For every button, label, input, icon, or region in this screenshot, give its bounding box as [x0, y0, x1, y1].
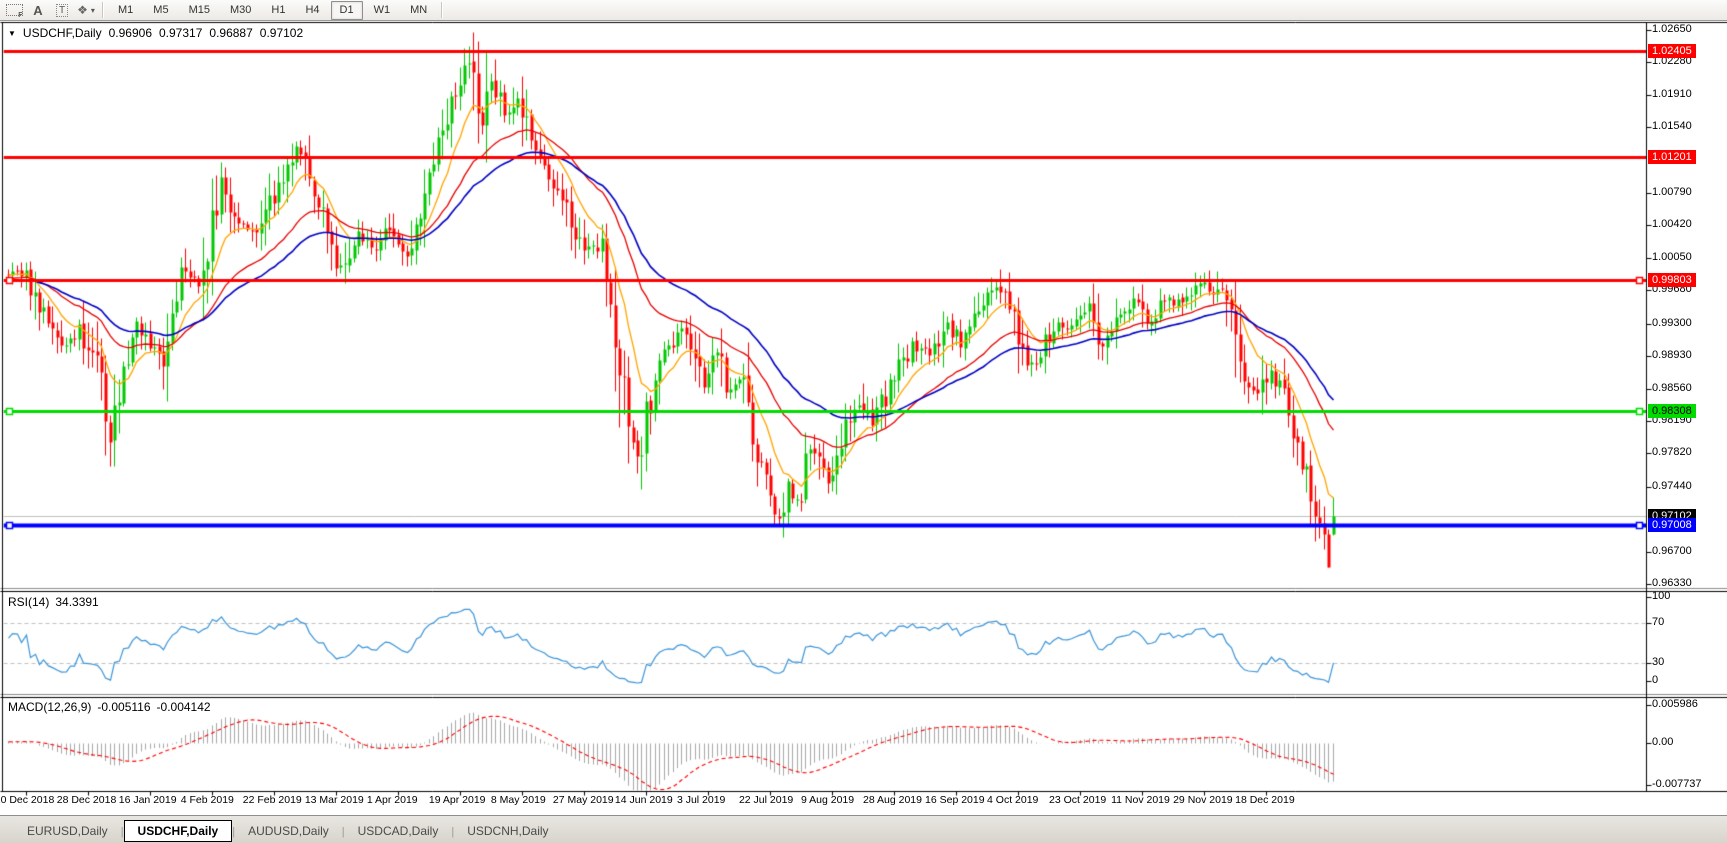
price-line-badge: 0.98308 [1648, 403, 1696, 418]
timeframe-button-m1[interactable]: M1 [118, 3, 134, 16]
rsi-axis-label: 70 [1652, 616, 1665, 628]
rsi-axis-label: 0 [1652, 674, 1659, 686]
date-axis-label: 8 May 2019 [490, 794, 546, 806]
timeframe-button-h4[interactable]: H4 [305, 3, 320, 16]
price-line-badge: 1.01201 [1648, 150, 1696, 165]
timeframe-button-m30[interactable]: M30 [229, 3, 252, 16]
tab-audusd[interactable]: AUDUSD,Daily [248, 824, 329, 838]
date-axis-label: 9 Aug 2019 [800, 794, 855, 806]
toolbar: F A T ❖ ▾ M1 M5 M15 M30 H1 H4 D1 W1 MN [0, 0, 1727, 21]
date-axis-label: 10 Dec 2018 [0, 794, 55, 806]
tab-eurusd[interactable]: EURUSD,Daily [27, 824, 108, 838]
date-axis-label: 13 Mar 2019 [304, 794, 364, 806]
timeframe-button-d1[interactable]: D1 [330, 0, 363, 20]
date-axis-label: 11 Nov 2019 [1111, 794, 1170, 806]
tab-bar: EURUSD,Daily | USDCHF,Daily | AUDUSD,Daily | U… [0, 815, 1727, 843]
date-axis-label: 28 Dec 2018 [56, 794, 117, 806]
macd-pane-label: MACD(12,26,9) -0.005116 -0.004142 [8, 700, 211, 714]
date-axis-label: 3 Jul 2019 [676, 794, 726, 806]
rsi-name: RSI(14) [8, 595, 50, 609]
rsi-axis-label: 30 [1652, 656, 1665, 668]
price-axis-label: 0.99300 [1652, 316, 1692, 329]
date-axis-label: 22 Feb 2019 [242, 794, 302, 806]
price-axis-label: 1.02650 [1652, 23, 1692, 35]
rsi-axis-label: 100 [1652, 590, 1671, 602]
date-axis-label: 16 Sep 2019 [925, 794, 985, 806]
ohlc-high: 0.97317 [159, 26, 203, 40]
chart-title[interactable]: ▼ USDCHF,Daily 0.96906 0.97317 0.96887 0… [8, 26, 303, 40]
fibo-frame-icon[interactable]: F [3, 1, 25, 19]
dropdown-caret-icon[interactable]: ▾ [90, 5, 95, 15]
date-axis-label: 4 Feb 2019 [180, 794, 234, 806]
date-axis-label: 22 Jul 2019 [738, 794, 794, 806]
price-axis-label: 0.97820 [1652, 446, 1692, 459]
price-axis-label: 0.96330 [1652, 577, 1692, 589]
macd-axis-label: -0.007737 [1652, 778, 1702, 790]
date-axis-label: 16 Jan 2019 [118, 794, 177, 806]
tab-divider: | [451, 826, 455, 838]
timeframe-button-h1[interactable]: H1 [271, 3, 286, 16]
macd-axis-label: 0.005986 [1652, 698, 1698, 710]
tab-divider: | [120, 826, 124, 838]
price-axis-label: 0.98930 [1652, 349, 1692, 362]
label-tool-icon[interactable]: T [51, 1, 73, 19]
price-line-badge: 1.02405 [1648, 44, 1696, 59]
date-axis-label: 28 Aug 2019 [863, 794, 922, 806]
ohlc-open: 0.96906 [108, 26, 152, 40]
date-axis-label: 18 Dec 2019 [1235, 794, 1295, 806]
ohlc-close: 0.97102 [259, 26, 304, 40]
tab-usdcnh[interactable]: USDCNH,Daily [467, 824, 549, 838]
symbol-timeframe-label: USDCHF,Daily [22, 26, 102, 40]
date-axis-label: 4 Oct 2019 [987, 794, 1039, 806]
macd-axis-label: 0.00 [1652, 736, 1674, 748]
toolbar-separator [441, 2, 444, 18]
date-axis-label: 19 Apr 2019 [428, 794, 486, 806]
symbol-dropdown-icon[interactable]: ▼ [8, 28, 16, 38]
price-axis-label: 0.98560 [1652, 381, 1692, 394]
macd-signal-value: -0.004142 [156, 700, 211, 714]
price-axis-label: 1.00420 [1652, 218, 1692, 231]
price-axis-label: 1.01540 [1652, 120, 1692, 133]
tab-usdchf[interactable]: USDCHF,Daily [123, 820, 233, 842]
tab-divider: | [232, 826, 236, 838]
dotted-frame-shape: F [5, 4, 23, 19]
timeframe-button-m15[interactable]: M15 [188, 3, 210, 16]
date-axis-label: 23 Oct 2019 [1049, 794, 1107, 806]
price-axis-label: 1.00790 [1652, 186, 1692, 199]
toolbar-separator [102, 2, 104, 18]
text-tool-icon[interactable]: A [33, 2, 43, 18]
timeframe-button-w1[interactable]: W1 [373, 3, 391, 16]
rsi-value: 34.3391 [55, 595, 99, 609]
price-axis-label: 1.00050 [1652, 250, 1692, 263]
ohlc-low: 0.96887 [209, 26, 253, 40]
price-axis-label: 1.01910 [1652, 87, 1692, 100]
tab-usdcad[interactable]: USDCAD,Daily [357, 824, 439, 838]
arrows-tool-icon[interactable]: ❖ ▾ [77, 3, 95, 17]
macd-value: -0.005116 [97, 700, 151, 714]
macd-name: MACD(12,26,9) [8, 700, 92, 714]
price-axis-label: 0.97440 [1652, 479, 1692, 492]
price-line-badge: 0.99803 [1648, 272, 1696, 287]
price-line-badge: 0.97008 [1648, 517, 1696, 532]
date-axis-label: 27 May 2019 [552, 794, 614, 806]
rsi-pane-label: RSI(14) 34.3391 [8, 595, 99, 609]
price-axis-label: 0.96700 [1652, 544, 1692, 557]
timeframe-button-mn[interactable]: MN [410, 3, 428, 16]
date-axis-label: 1 Apr 2019 [366, 794, 418, 806]
date-axis-label: 29 Nov 2019 [1173, 794, 1233, 806]
date-axis-label: 14 Jun 2019 [614, 794, 673, 806]
timeframe-button-m5[interactable]: M5 [153, 3, 169, 16]
tab-divider: | [341, 826, 345, 838]
